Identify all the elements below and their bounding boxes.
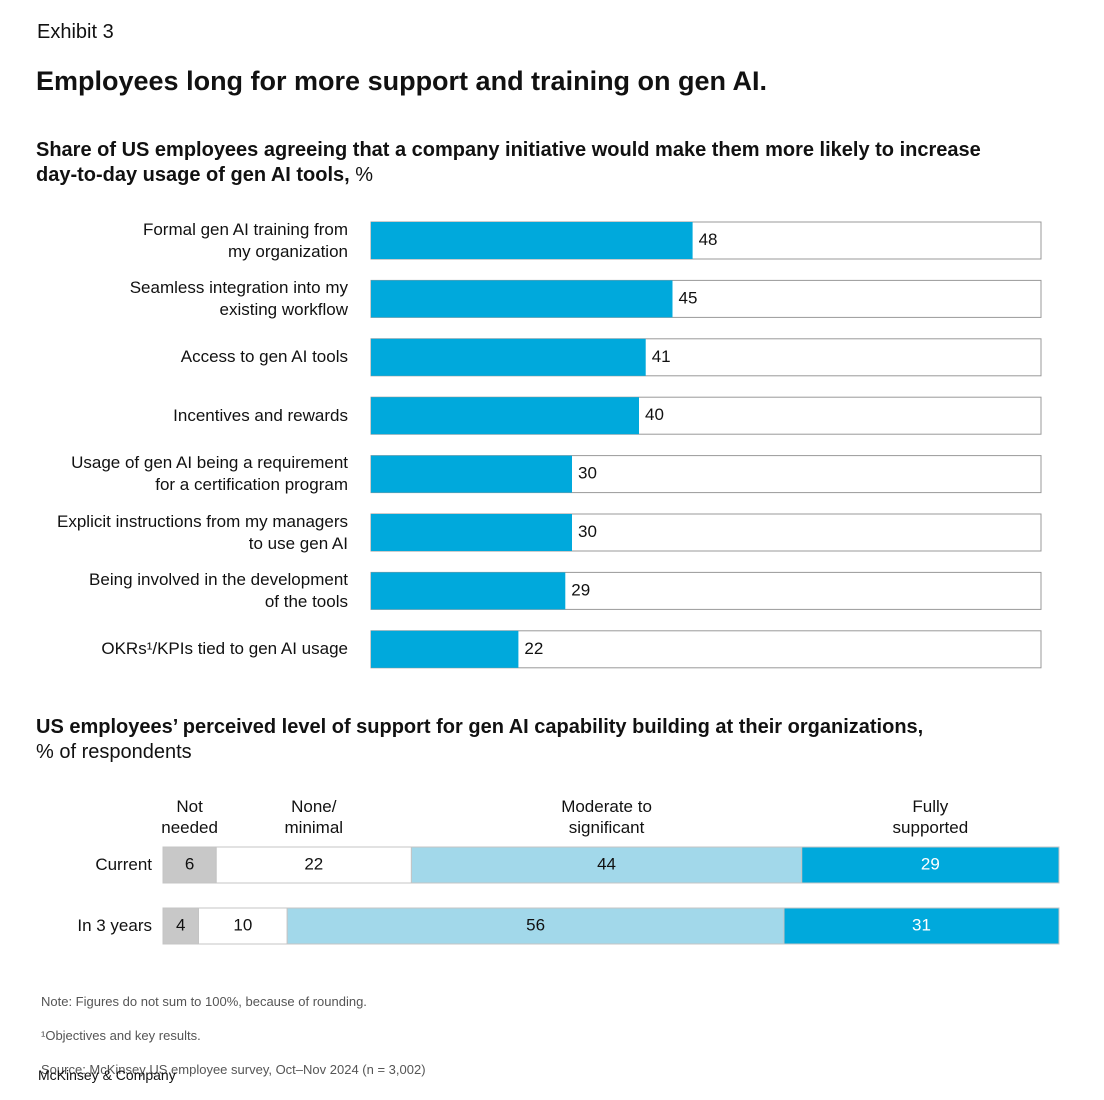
value-label: 45: [679, 288, 698, 307]
legend-label: Not needed: [161, 797, 218, 837]
bar: [371, 397, 639, 435]
legend-label: Moderate to significant: [561, 797, 652, 837]
bar: [371, 222, 693, 259]
value-label: 48: [699, 230, 718, 249]
bar-segment: [162, 846, 217, 884]
chart-title: Share of US employees agreeing that a co…: [36, 139, 981, 186]
bar-segment: [801, 846, 1060, 884]
bar: [371, 455, 572, 493]
value-label: 30: [578, 522, 597, 541]
bar: [371, 514, 572, 551]
category-label: Current: [95, 855, 152, 874]
value-label: 22: [524, 639, 543, 658]
exhibit-label: Exhibit 3: [37, 21, 114, 43]
bar: [371, 572, 566, 610]
category-label: OKRs¹/KPIs tied to gen AI usage: [101, 639, 348, 659]
subtitle: % of respondents: [36, 741, 192, 763]
bar: [371, 280, 673, 318]
notes: Note: Figures do not sum to 100%, becaus…: [41, 976, 426, 1095]
bar: [371, 338, 646, 376]
value-label: 56: [526, 915, 545, 934]
chart-title-block: US employees’ perceived level of support…: [36, 715, 1036, 765]
value-label: 30: [578, 464, 597, 483]
bar-segment: [410, 846, 803, 884]
category-label: Formal gen AI training from my organizat…: [142, 219, 348, 261]
value-label: 4: [176, 915, 185, 934]
bar-segment: [783, 907, 1060, 945]
legend-label: None/ minimal: [284, 797, 344, 837]
note: Source: McKinsey US employee survey, Oct…: [41, 1062, 426, 1077]
bar-segment: [286, 907, 785, 945]
bar: [371, 630, 519, 668]
chart-title-block: Share of US employees agreeing that a co…: [36, 138, 1026, 188]
headline: Employees long for more support and trai…: [36, 66, 768, 96]
bar-segment: [215, 846, 412, 884]
value-label: 31: [912, 915, 931, 934]
value-label: 22: [304, 854, 323, 873]
value-label: 29: [921, 854, 940, 873]
category-label: Usage of gen AI being a requirement for …: [71, 453, 348, 495]
value-label: 44: [597, 854, 616, 873]
category-label: Being involved in the development of the…: [89, 569, 348, 611]
note: Note: Figures do not sum to 100%, becaus…: [41, 994, 367, 1009]
value-label: 41: [652, 347, 671, 366]
category-label: Access to gen AI tools: [180, 347, 348, 367]
value-label: 40: [645, 405, 664, 424]
category-label: Incentives and rewards: [173, 405, 348, 425]
value-label: 6: [185, 854, 194, 873]
category-label: In 3 years: [77, 916, 152, 935]
category-label: Explicit instructions from my managers t…: [57, 511, 348, 553]
value-label: 10: [233, 915, 252, 934]
note: ¹Objectives and key results.: [41, 1028, 201, 1043]
legend-label: Fully supported: [892, 797, 969, 837]
value-label: 29: [571, 580, 590, 599]
unit: %: [355, 164, 374, 186]
chart-title: US employees’ perceived level of support…: [36, 716, 924, 738]
category-label: Seamless integration into my existing wo…: [129, 277, 348, 319]
brand: McKinsey & Company: [38, 1067, 176, 1083]
